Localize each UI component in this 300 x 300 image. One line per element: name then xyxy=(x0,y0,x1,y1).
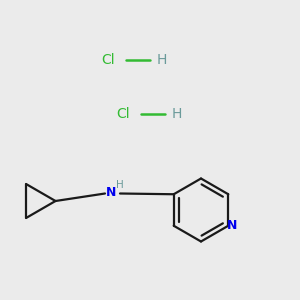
Text: N: N xyxy=(227,219,237,232)
Text: H: H xyxy=(172,107,182,121)
Text: Cl: Cl xyxy=(101,53,115,67)
Text: Cl: Cl xyxy=(116,107,130,121)
Text: H: H xyxy=(157,53,167,67)
Text: H: H xyxy=(116,179,124,190)
Text: N: N xyxy=(106,185,116,199)
